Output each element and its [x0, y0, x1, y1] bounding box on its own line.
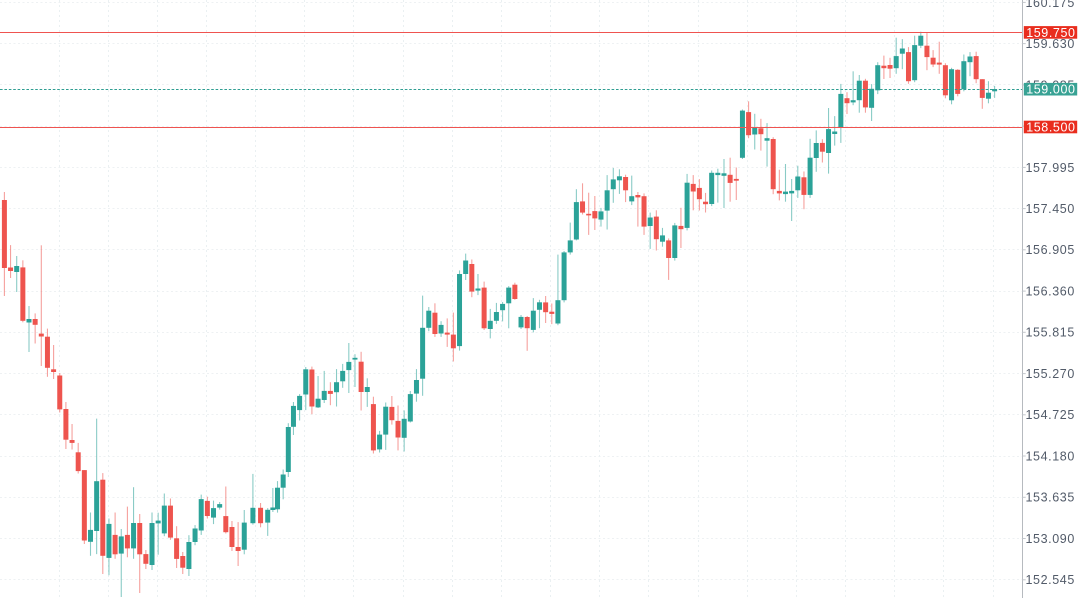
svg-text:159.750: 159.750 — [1026, 26, 1075, 40]
svg-text:158.500: 158.500 — [1026, 120, 1075, 134]
svg-text:156.905: 156.905 — [1026, 243, 1075, 257]
svg-text:159.000: 159.000 — [1026, 83, 1075, 97]
svg-text:154.180: 154.180 — [1026, 449, 1075, 463]
svg-text:159.630: 159.630 — [1026, 37, 1075, 51]
svg-text:153.090: 153.090 — [1026, 532, 1075, 546]
svg-text:157.995: 157.995 — [1026, 161, 1075, 175]
svg-text:153.635: 153.635 — [1026, 491, 1075, 505]
svg-text:156.360: 156.360 — [1026, 285, 1075, 299]
svg-text:157.450: 157.450 — [1026, 202, 1075, 216]
svg-text:152.545: 152.545 — [1026, 573, 1075, 587]
svg-text:154.725: 154.725 — [1026, 408, 1075, 422]
svg-text:155.270: 155.270 — [1026, 367, 1075, 381]
svg-text:160.175: 160.175 — [1026, 0, 1075, 10]
svg-text:155.815: 155.815 — [1026, 326, 1075, 340]
